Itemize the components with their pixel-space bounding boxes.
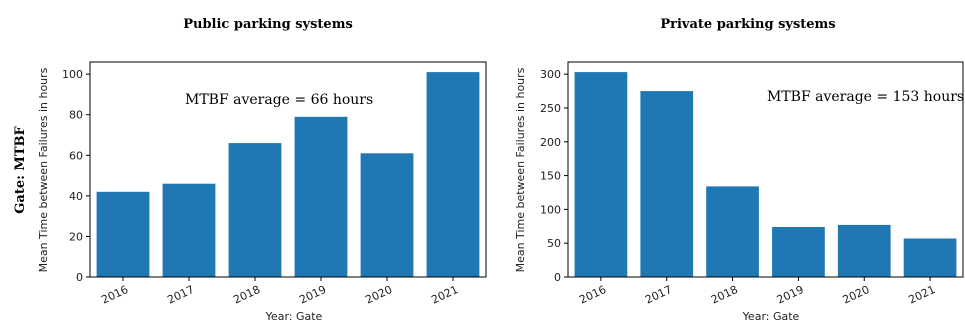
y-tick-label: 150 bbox=[540, 170, 561, 183]
bar-2018 bbox=[228, 143, 282, 277]
x-tick-label: 2020 bbox=[363, 283, 394, 307]
x-tick-label: 2017 bbox=[643, 283, 674, 307]
y-tick-label: 0 bbox=[76, 271, 83, 284]
x-axis-label: Year: Gate bbox=[265, 310, 323, 323]
y-axis-label: Mean Time between Failures in hours bbox=[37, 67, 50, 272]
y-tick-label: 100 bbox=[62, 68, 83, 81]
chart-title: Private parking systems bbox=[660, 17, 835, 32]
y-tick-label: 200 bbox=[540, 136, 561, 149]
y-tick-label: 100 bbox=[540, 203, 561, 216]
bar-2020 bbox=[837, 224, 891, 277]
y-tick-label: 80 bbox=[69, 109, 83, 122]
plot-frame bbox=[89, 61, 487, 278]
chart-title: Public parking systems bbox=[183, 17, 353, 32]
bar-2019 bbox=[294, 116, 348, 277]
y-tick-label: 250 bbox=[540, 102, 561, 115]
mtbf-average-annotation: MTBF average = 66 hours bbox=[185, 92, 373, 108]
bar-2017 bbox=[162, 183, 216, 277]
x-tick-label: 2020 bbox=[841, 283, 872, 307]
bar-2021 bbox=[426, 72, 480, 277]
mtbf-average-annotation: MTBF average = 153 hours bbox=[767, 89, 964, 105]
x-tick-label: 2016 bbox=[577, 283, 608, 307]
x-tick-label: 2019 bbox=[775, 283, 806, 307]
bar-2016 bbox=[96, 191, 150, 277]
bar-2016 bbox=[574, 72, 628, 277]
x-tick-label: 2017 bbox=[165, 283, 196, 307]
y-tick-label: 20 bbox=[69, 230, 83, 243]
y-tick-label: 40 bbox=[69, 190, 83, 203]
bar-2018 bbox=[706, 186, 759, 277]
plot-frame bbox=[567, 61, 964, 278]
y-tick-label: 0 bbox=[554, 271, 561, 284]
y-tick-label: 60 bbox=[69, 149, 83, 162]
bar-2021 bbox=[903, 238, 957, 277]
x-tick-label: 2018 bbox=[231, 283, 262, 307]
row-label: Gate: MTBF bbox=[13, 126, 28, 214]
private-parking-chart: Private parking systems MTBF average = 1… bbox=[514, 17, 964, 323]
x-tick-label: 2021 bbox=[429, 283, 460, 307]
x-tick-label: 2018 bbox=[709, 283, 740, 307]
x-tick-label: 2021 bbox=[906, 283, 937, 307]
bar-2017 bbox=[640, 91, 694, 277]
bar-2019 bbox=[772, 227, 825, 277]
public-parking-chart: Public parking systems MTBF average = 66… bbox=[37, 17, 487, 323]
y-tick-label: 50 bbox=[547, 237, 561, 250]
y-axis-label: Mean Time between Failures in hours bbox=[514, 67, 527, 272]
y-tick-label: 300 bbox=[540, 68, 561, 81]
x-axis-label: Year: Gate bbox=[742, 310, 800, 323]
bar-2020 bbox=[360, 153, 414, 277]
x-tick-label: 2016 bbox=[99, 283, 130, 307]
x-tick-label: 2019 bbox=[297, 283, 328, 307]
